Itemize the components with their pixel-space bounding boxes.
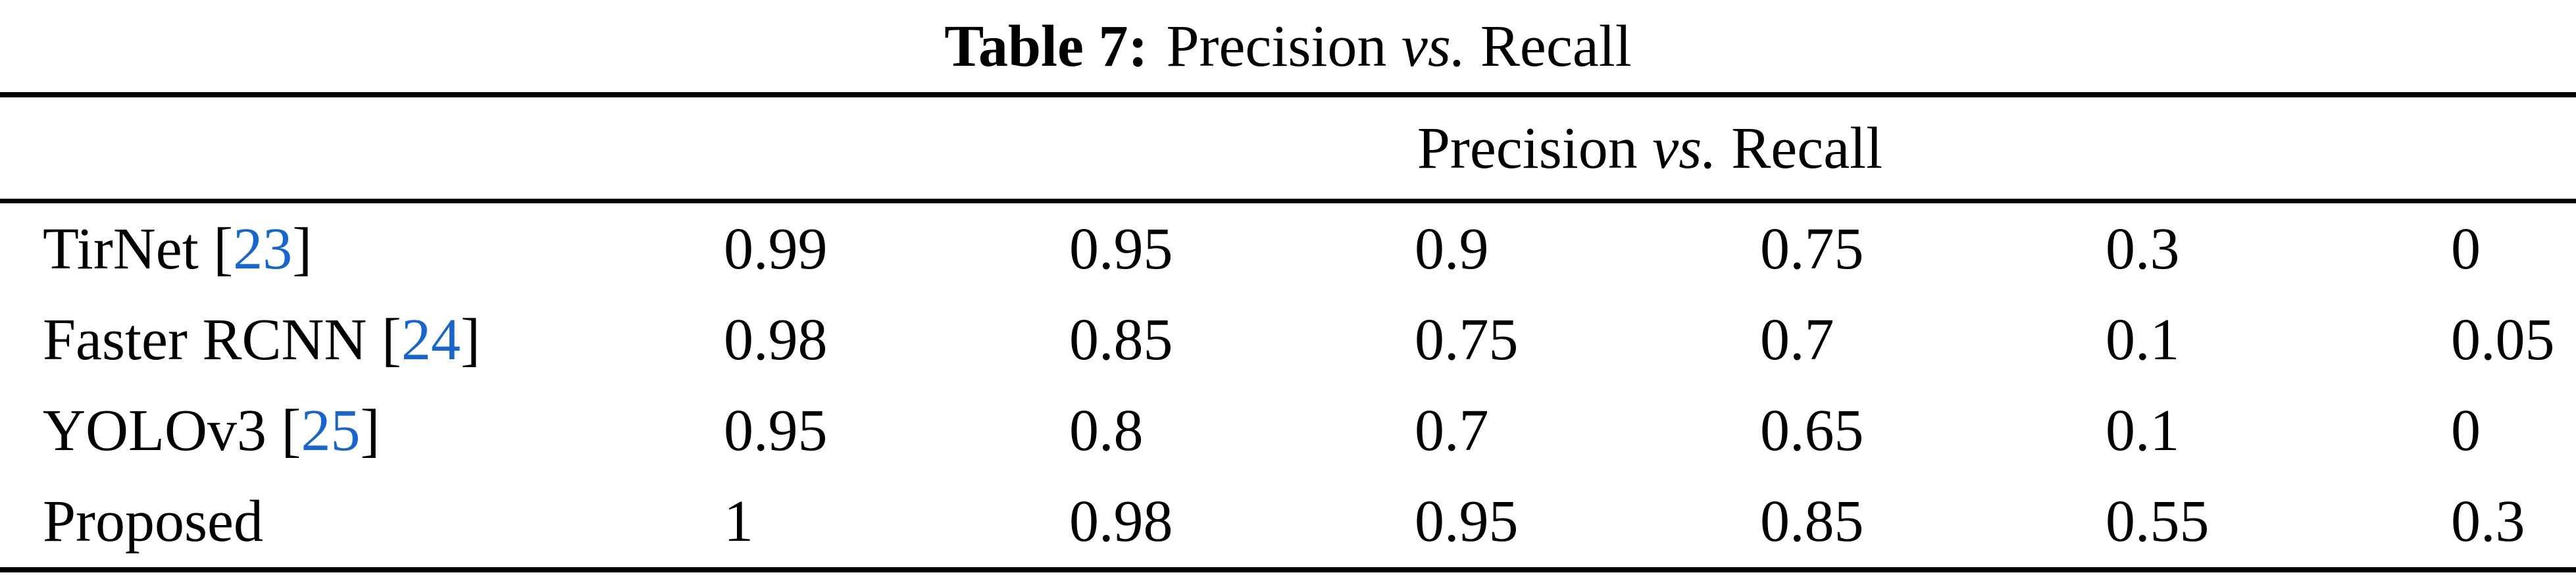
cite-open-bracket: [: [366, 307, 401, 372]
cell-value: 0.95: [1069, 216, 1173, 282]
cell-value: 0.1: [2106, 398, 2180, 464]
citation-link[interactable]: 23: [233, 216, 293, 282]
table-caption: Table 7: Precision vs. Recall: [0, 0, 2576, 92]
row-label: Proposed: [0, 488, 724, 555]
row-label: TirNet [23]: [0, 215, 724, 283]
caption-vs-italic: vs.: [1401, 13, 1466, 79]
cite-close-bracket: ]: [292, 216, 313, 282]
table-header-row: Precision vs. Recall: [0, 97, 2576, 199]
cell-value: 0.1: [2106, 307, 2180, 372]
cell-value: 0: [2451, 216, 2481, 282]
header-rule: [0, 199, 2576, 203]
table-row: TirNet [23] 0.99 0.95 0.9 0.75 0.3 0: [0, 203, 2576, 294]
cell-value: 0.99: [724, 216, 828, 282]
header-precision-vs-recall: Precision vs. Recall: [724, 114, 2576, 182]
header-text-suffix: Recall: [1716, 115, 1883, 181]
row-label: Faster RCNN [24]: [0, 306, 724, 374]
cell-value: 0.85: [1069, 307, 1173, 372]
cell-value: 0.3: [2451, 489, 2525, 555]
cite-open-bracket: [: [198, 216, 234, 282]
method-name: TirNet: [43, 216, 199, 282]
citation-link[interactable]: 24: [401, 307, 461, 372]
cell-value: 0.7: [1415, 398, 1489, 464]
caption-text: Precision: [1166, 13, 1402, 79]
bottom-rule: [0, 567, 2576, 572]
top-rule: [0, 92, 2576, 97]
cell-value: 0.98: [1069, 489, 1173, 555]
cell-value: 0.98: [724, 307, 828, 372]
row-label: YOLOv3 [25]: [0, 397, 724, 465]
cite-close-bracket: ]: [460, 307, 480, 372]
cell-value: 0.95: [1415, 489, 1519, 555]
table-row: Proposed 1 0.98 0.95 0.85 0.55 0.3: [0, 476, 2576, 567]
cite-close-bracket: ]: [360, 398, 380, 464]
header-vs-italic: vs.: [1652, 115, 1717, 181]
citation-link[interactable]: 25: [301, 398, 361, 464]
table-row: YOLOv3 [25] 0.95 0.8 0.7 0.65 0.1 0: [0, 386, 2576, 476]
cell-value: 0: [2451, 398, 2481, 464]
cell-value: 0.85: [1760, 489, 1864, 555]
cell-value: 1: [724, 489, 753, 555]
cell-value: 0.95: [724, 398, 828, 464]
cell-value: 0.05: [2451, 307, 2555, 372]
cell-value: 0.3: [2106, 216, 2180, 282]
table-row: Faster RCNN [24] 0.98 0.85 0.75 0.7 0.1 …: [0, 294, 2576, 385]
cell-value: 0.7: [1760, 307, 1834, 372]
cell-value: 0.9: [1415, 216, 1489, 282]
cell-value: 0.65: [1760, 398, 1864, 464]
cell-value: 0.75: [1415, 307, 1519, 372]
cell-value: 0.8: [1069, 398, 1144, 464]
method-name: Proposed: [43, 489, 263, 555]
cell-value: 0.75: [1760, 216, 1864, 282]
cite-open-bracket: [: [266, 398, 301, 464]
cell-value: 0.55: [2106, 489, 2210, 555]
caption-text-suffix: Recall: [1465, 13, 1632, 79]
method-name: YOLOv3: [43, 398, 266, 464]
caption-number: Table 7:: [944, 13, 1148, 79]
table-body: TirNet [23] 0.99 0.95 0.9 0.75 0.3 0 Fas…: [0, 203, 2576, 567]
header-text: Precision: [1417, 115, 1653, 181]
method-name: Faster RCNN: [43, 307, 367, 372]
